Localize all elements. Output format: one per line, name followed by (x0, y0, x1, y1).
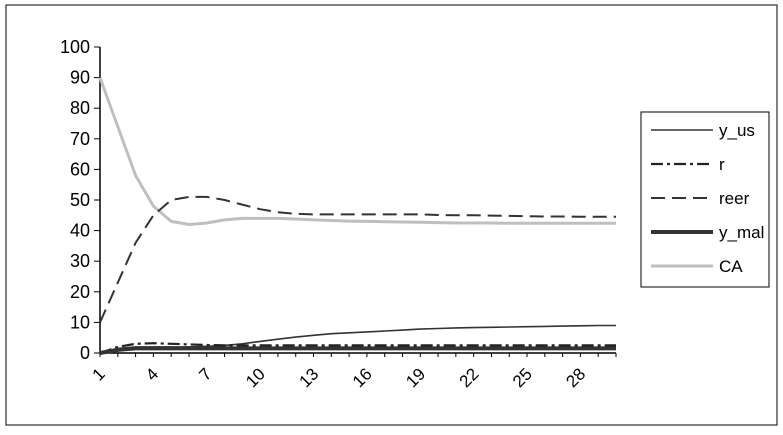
y-tick-label: 80 (70, 98, 90, 118)
legend-label: reer (719, 189, 750, 208)
legend: y_usr reer y_mal CA (640, 111, 770, 288)
plot-series (98, 77, 616, 355)
y-tick-label: 90 (70, 68, 90, 88)
series-line-reer (99, 195, 616, 323)
legend-label: y_us (719, 121, 755, 140)
legend-box (640, 111, 770, 288)
series-line-ca (98, 77, 616, 226)
series-line-r (99, 342, 616, 355)
y-tick-label: 10 (70, 312, 90, 332)
y-tick-label: 40 (70, 221, 90, 241)
y-tick-label: 20 (70, 282, 90, 302)
series-line-y-mal (99, 346, 616, 355)
y-tick-label: 30 (70, 251, 90, 271)
legend-label: r (719, 155, 725, 174)
y-tick-label: 50 (70, 190, 90, 210)
legend-label: y_mal (719, 223, 764, 242)
y-tick-label: 70 (70, 129, 90, 149)
y-axis: 0 10 20 30 40 50 60 70 80 90 100 (60, 37, 101, 363)
y-tick-label: 60 (70, 159, 90, 179)
y-tick-label: 100 (60, 37, 90, 57)
legend-label: CA (719, 257, 743, 276)
y-tick-label: 0 (80, 343, 90, 363)
